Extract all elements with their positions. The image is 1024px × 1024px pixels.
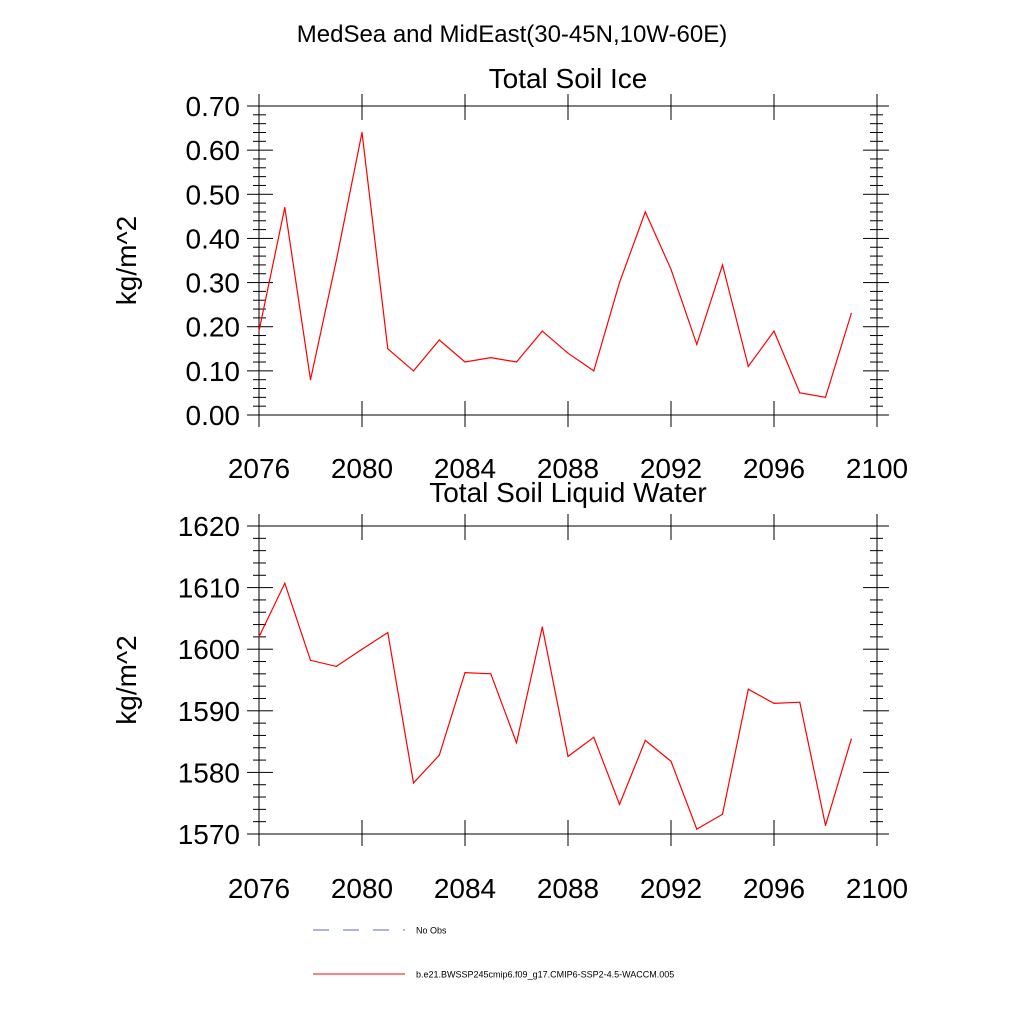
data-point bbox=[464, 361, 466, 363]
data-point bbox=[747, 688, 749, 690]
x-tick-label: 2076 bbox=[228, 873, 290, 904]
y-tick-label: 0.00 bbox=[186, 400, 241, 431]
data-point bbox=[696, 343, 698, 345]
data-point bbox=[412, 370, 415, 372]
data-point bbox=[799, 701, 801, 703]
x-tick-label: 2088 bbox=[537, 873, 599, 904]
data-point bbox=[464, 672, 466, 674]
data-point bbox=[593, 370, 595, 372]
x-tick-label: 2084 bbox=[434, 453, 496, 484]
y-tick-label: 0.40 bbox=[186, 223, 241, 254]
data-point bbox=[361, 648, 363, 650]
y-axis-label: kg/m^2 bbox=[111, 635, 142, 724]
data-point bbox=[438, 339, 440, 341]
data-point bbox=[567, 755, 569, 757]
data-point bbox=[541, 626, 543, 628]
chart-panel-soil-liquid-water: Total Soil Liquid Water kg/m^2 2076 2080 208… bbox=[111, 477, 908, 904]
data-point bbox=[567, 352, 569, 354]
x-tick-label: 2100 bbox=[846, 453, 908, 484]
data-point bbox=[773, 702, 775, 705]
data-point bbox=[773, 330, 775, 332]
legend-label-model: b.e21.BWSSP245cmip6.f09_g17.CMIP6-SSP2-4… bbox=[416, 970, 674, 980]
data-point bbox=[721, 264, 724, 266]
y-tick-label: 0.60 bbox=[186, 135, 241, 166]
x-tick-label: 2088 bbox=[537, 453, 599, 484]
data-point bbox=[387, 631, 389, 634]
data-point bbox=[850, 738, 852, 740]
data-point bbox=[335, 665, 337, 668]
data-point bbox=[747, 365, 749, 368]
data-point bbox=[335, 259, 337, 262]
data-point bbox=[309, 659, 312, 661]
data-point bbox=[850, 312, 852, 315]
x-tick-label: 2092 bbox=[640, 873, 702, 904]
chart-panel-soil-ice: Total Soil Ice kg/m^2 2076 2080 2084 2088 2092… bbox=[111, 63, 908, 484]
data-point bbox=[541, 330, 543, 332]
x-tick-label: 2092 bbox=[640, 453, 702, 484]
y-tick-label: 1610 bbox=[178, 573, 240, 604]
data-point bbox=[284, 206, 286, 209]
x-tick-label: 2080 bbox=[331, 873, 393, 904]
data-point bbox=[593, 736, 595, 738]
data-point bbox=[670, 760, 672, 762]
y-axis-label: kg/m^2 bbox=[111, 216, 142, 305]
data-point bbox=[696, 828, 698, 830]
data-point bbox=[387, 348, 389, 350]
data-point bbox=[644, 739, 646, 741]
data-point bbox=[515, 742, 518, 744]
data-point bbox=[490, 357, 492, 359]
x-tick-label: 2100 bbox=[846, 873, 908, 904]
y-tick-label: 1620 bbox=[178, 511, 240, 542]
y-tick-label: 0.70 bbox=[186, 91, 241, 122]
x-tick-label: 2080 bbox=[331, 453, 393, 484]
plot-frame bbox=[258, 525, 878, 835]
y-tick-label: 1570 bbox=[178, 819, 240, 850]
data-point bbox=[721, 813, 724, 815]
figure-title: MedSea and MidEast(30-45N,10W-60E) bbox=[297, 21, 727, 48]
data-point bbox=[644, 211, 646, 213]
data-point bbox=[258, 330, 260, 332]
y-tick-label: 1580 bbox=[178, 757, 240, 788]
data-point bbox=[515, 361, 518, 363]
data-point bbox=[361, 131, 363, 134]
chart-title: Total Soil Ice bbox=[489, 63, 648, 94]
data-point bbox=[490, 673, 492, 675]
legend-label-no-obs: No Obs bbox=[416, 926, 447, 936]
data-point bbox=[309, 379, 312, 381]
y-tick-label: 0.20 bbox=[186, 312, 241, 343]
y-tick-label: 0.10 bbox=[186, 356, 241, 387]
data-point bbox=[412, 782, 415, 784]
y-tick-label: 0.50 bbox=[186, 179, 241, 210]
data-point bbox=[438, 754, 440, 756]
x-tick-label: 2096 bbox=[743, 873, 805, 904]
data-point bbox=[824, 824, 827, 826]
series-line bbox=[258, 581, 852, 830]
data-point bbox=[799, 392, 801, 394]
plot-frame bbox=[258, 105, 878, 416]
data-point bbox=[670, 268, 672, 270]
series-line bbox=[258, 132, 852, 398]
chart-title: Total Soil Liquid Water bbox=[429, 477, 707, 508]
legend: No Obs b.e21.BWSSP245cmip6.f09_g17.CMIP6… bbox=[313, 926, 674, 980]
y-tick-label: 1590 bbox=[178, 696, 240, 727]
x-tick-label: 2096 bbox=[743, 453, 805, 484]
data-point bbox=[618, 803, 621, 806]
data-point bbox=[258, 636, 260, 638]
y-tick-label: 0.30 bbox=[186, 268, 241, 299]
y-tick-label: 1600 bbox=[178, 634, 240, 665]
data-point bbox=[618, 281, 621, 284]
x-tick-label: 2084 bbox=[434, 873, 496, 904]
x-tick-label: 2076 bbox=[228, 453, 290, 484]
data-point bbox=[284, 582, 286, 584]
data-point bbox=[824, 396, 827, 398]
